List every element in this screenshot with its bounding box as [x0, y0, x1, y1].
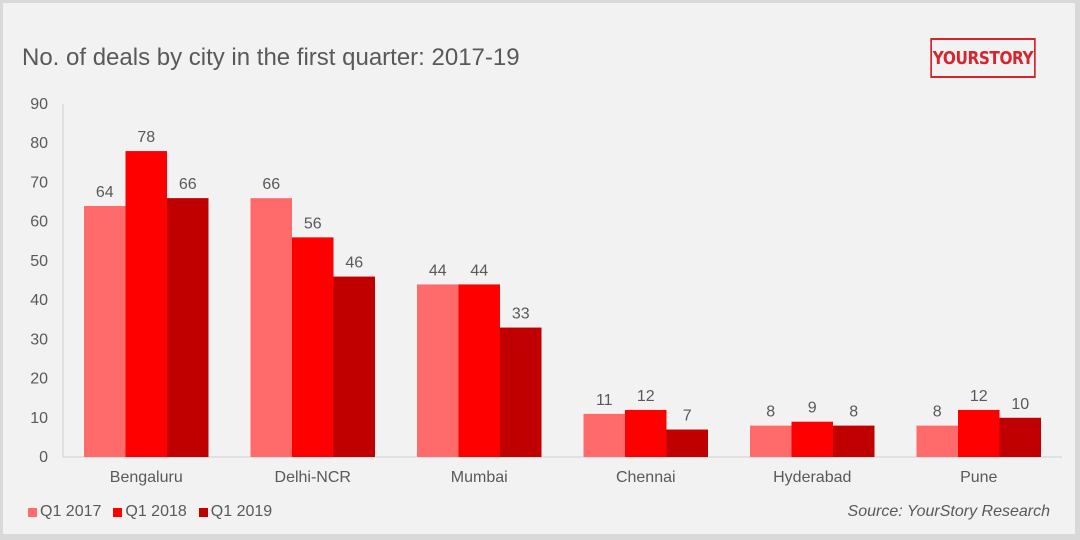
data-label: 8 — [766, 404, 775, 421]
bar-q1-2017 — [916, 425, 958, 457]
bar-q1-2017 — [417, 284, 459, 457]
legend: Q1 2017 Q1 2018 Q1 2019 — [28, 503, 272, 521]
y-tick-label: 20 — [30, 371, 48, 388]
data-label: 8 — [849, 404, 858, 421]
data-label: 12 — [970, 388, 988, 405]
data-label: 44 — [470, 262, 488, 279]
bar-q1-2017 — [84, 205, 126, 457]
legend-item-q1-2018: Q1 2018 — [113, 503, 187, 521]
y-tick-label: 50 — [30, 253, 48, 270]
data-label: 7 — [683, 408, 692, 425]
legend-label: Q1 2019 — [210, 503, 273, 520]
bar-q1-2019 — [999, 417, 1041, 457]
bar-q1-2019 — [167, 198, 209, 457]
data-label: 56 — [304, 215, 322, 232]
bar-q1-2018 — [625, 409, 667, 457]
bar-q1-2019 — [666, 429, 708, 457]
x-tick-label: Pune — [960, 469, 997, 486]
y-tick-label: 80 — [30, 135, 48, 152]
legend-label: Q1 2017 — [40, 503, 102, 520]
data-label: 10 — [1011, 396, 1029, 413]
y-tick-label: 70 — [30, 174, 48, 191]
data-label: 46 — [345, 255, 363, 272]
bar-q1-2018 — [458, 284, 500, 457]
bar-q1-2019 — [833, 425, 875, 457]
chart-title: No. of deals by city in the first quarte… — [22, 44, 520, 71]
bar-q1-2018 — [292, 237, 334, 457]
data-label: 33 — [512, 306, 530, 323]
legend-item-q1-2019: Q1 2019 — [198, 503, 273, 521]
bar-q1-2017 — [583, 413, 625, 457]
x-tick-label: Bengaluru — [110, 469, 183, 486]
x-tick-label: Mumbai — [451, 469, 508, 486]
y-tick-label: 0 — [39, 449, 48, 466]
data-label: 64 — [96, 184, 114, 201]
data-label: 8 — [933, 404, 942, 421]
y-tick-label: 90 — [30, 96, 48, 113]
legend-label: Q1 2018 — [125, 503, 187, 520]
bar-q1-2018 — [791, 421, 833, 457]
data-label: 11 — [596, 392, 613, 409]
y-tick-label: 30 — [30, 331, 48, 348]
y-tick-label: 10 — [30, 410, 48, 427]
bar-q1-2017 — [250, 198, 292, 457]
y-tick-label: 60 — [30, 214, 48, 231]
legend-item-q1-2017: Q1 2017 — [28, 503, 101, 521]
legend-swatch — [28, 507, 37, 517]
y-tick-label: 40 — [30, 292, 48, 309]
yourstory-logo: YOURSTORY — [930, 38, 1036, 78]
legend-swatch — [113, 507, 123, 517]
data-label: 12 — [637, 388, 655, 405]
data-label: 66 — [179, 176, 197, 193]
bar-q1-2018 — [125, 151, 167, 458]
bar-q1-2019 — [500, 327, 542, 457]
legend-swatch — [198, 507, 208, 517]
data-label: 66 — [262, 176, 280, 193]
bar-q1-2019 — [333, 276, 375, 457]
data-label: 9 — [808, 400, 817, 417]
data-label: 44 — [429, 262, 447, 279]
x-tick-label: Delhi-NCR — [275, 469, 351, 486]
x-tick-label: Hyderabad — [773, 469, 851, 486]
data-label: 78 — [137, 129, 155, 146]
bar-q1-2018 — [958, 409, 1000, 457]
x-tick-label: Chennai — [616, 469, 676, 486]
source-note: Source: YourStory Research — [847, 503, 1050, 520]
bar-q1-2017 — [750, 425, 792, 457]
